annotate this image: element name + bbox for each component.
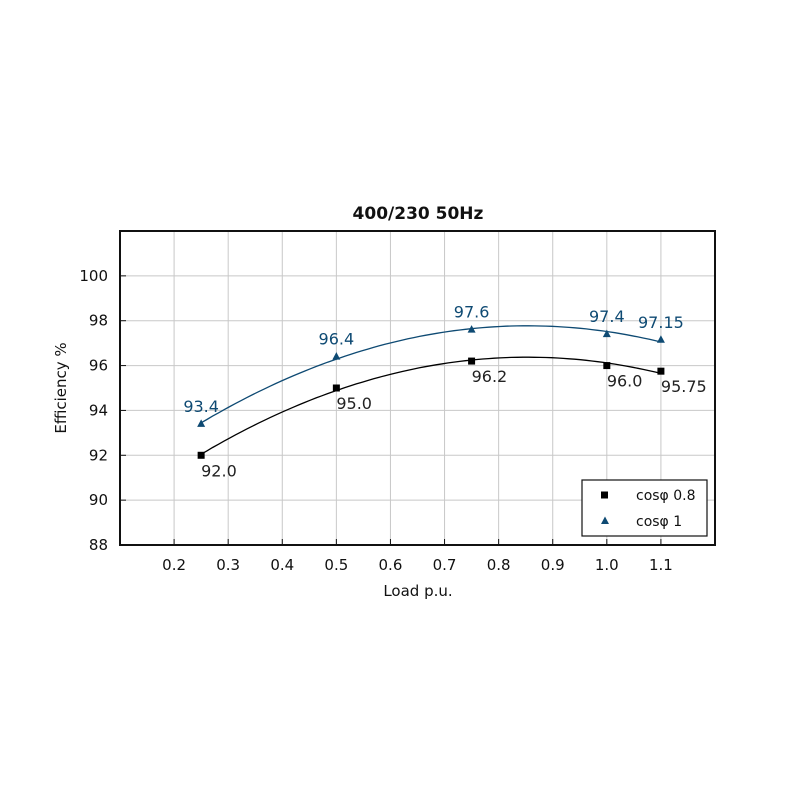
data-label: 96.4 xyxy=(319,330,355,349)
x-tick-label: 1.1 xyxy=(649,556,673,574)
x-tick-label: 0.5 xyxy=(324,556,348,574)
series-layer: 92.0 95.0 96.2 96.0 95.75 93.4 96.4 97.6 97.4 97.… xyxy=(183,303,706,481)
series-line xyxy=(200,356,662,455)
x-tick-label: 0.7 xyxy=(433,556,457,574)
series-line xyxy=(200,325,662,424)
data-label: 95.0 xyxy=(336,394,372,413)
y-tick-label: 88 xyxy=(89,536,108,554)
legend: cosφ 0.8 cosφ 1 xyxy=(581,479,708,537)
x-tick-label: 0.9 xyxy=(541,556,565,574)
data-label: 96.0 xyxy=(607,372,643,391)
y-tick-label: 98 xyxy=(89,312,108,330)
y-tick-label: 90 xyxy=(89,491,108,509)
legend-marker-triangle xyxy=(601,516,609,524)
y-tick-label: 96 xyxy=(89,357,108,375)
data-label: 97.4 xyxy=(589,307,625,326)
x-tick-label: 0.8 xyxy=(487,556,511,574)
data-label: 95.75 xyxy=(661,377,707,396)
legend-marker-square xyxy=(601,491,608,499)
x-tick-label: 1.0 xyxy=(595,556,619,574)
chart-title: 400/230 50Hz xyxy=(353,204,484,224)
y-tick-label: 94 xyxy=(89,401,108,419)
plot-frame xyxy=(119,230,716,546)
y-tick-label: 92 xyxy=(89,446,108,464)
y-axis-label: Efficiency % xyxy=(52,342,70,433)
x-tick-label: 0.4 xyxy=(270,556,294,574)
tick-labels: 0.2 0.3 0.4 0.5 0.6 0.7 0.8 0.9 1.0 1.1 88 90 92 94 96… xyxy=(79,267,672,574)
data-point-square xyxy=(657,367,665,375)
legend-label: cosφ 0.8 xyxy=(636,488,696,504)
data-label: 96.2 xyxy=(472,367,508,386)
data-point-square xyxy=(603,362,611,370)
y-tick-label: 100 xyxy=(79,267,108,285)
data-point-triangle xyxy=(197,419,206,427)
data-point-triangle xyxy=(332,352,341,360)
data-label: 92.0 xyxy=(201,461,237,480)
x-tick-label: 0.3 xyxy=(216,556,240,574)
legend-label: cosφ 1 xyxy=(636,514,682,530)
legend-box xyxy=(581,479,708,537)
x-tick-label: 0.2 xyxy=(162,556,186,574)
data-label: 97.6 xyxy=(454,303,490,322)
x-tick-label: 0.6 xyxy=(379,556,403,574)
data-point-triangle xyxy=(602,329,611,338)
data-point-square xyxy=(332,384,340,392)
data-point-triangle xyxy=(656,335,665,343)
data-point-triangle xyxy=(467,325,476,333)
data-point-square xyxy=(468,357,476,365)
x-axis-label: Load p.u. xyxy=(383,582,452,600)
data-label: 97.15 xyxy=(638,313,684,332)
data-label: 93.4 xyxy=(183,397,219,416)
data-point-square xyxy=(197,451,205,459)
